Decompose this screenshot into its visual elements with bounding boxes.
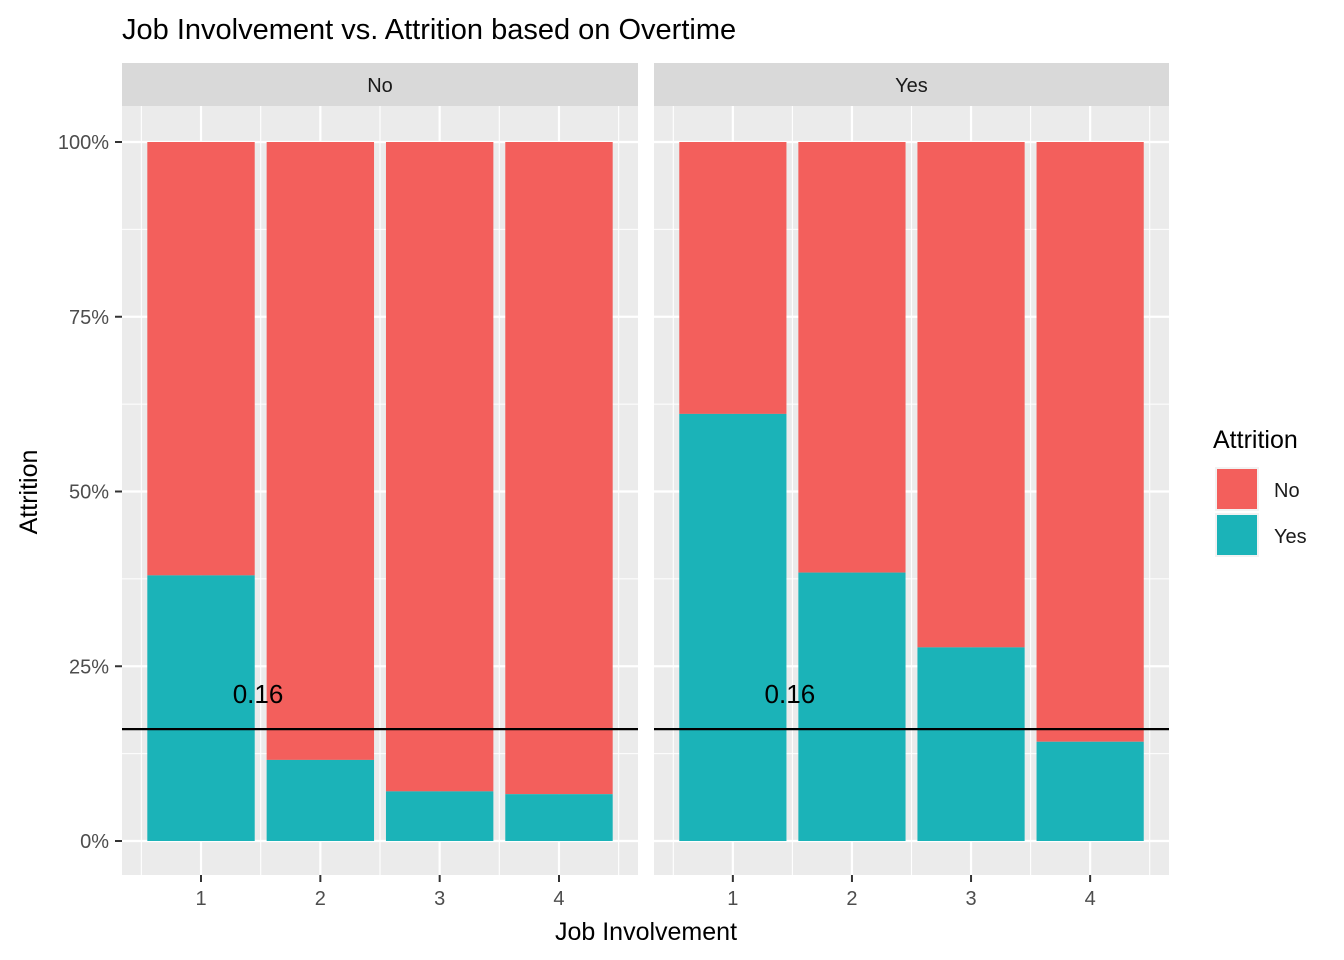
bar-yes-1	[147, 575, 255, 841]
bar-no-2	[798, 142, 906, 573]
x-axis-label: Job Involvement	[555, 918, 737, 946]
x-tick-label: 4	[553, 888, 564, 910]
x-tick-label: 1	[727, 888, 738, 910]
facet-panels: No 0.16 1 2 3 4 Yes 0.16 1 2 3 4	[122, 63, 1169, 910]
bar-yes-2	[266, 759, 375, 841]
facet-strip-label: Yes	[895, 75, 928, 97]
legend: Attrition No Yes	[1213, 426, 1307, 557]
bar-no-1	[147, 142, 255, 576]
legend-title: Attrition	[1213, 426, 1298, 454]
x-tick-label: 2	[846, 888, 857, 910]
legend-label-no: No	[1274, 480, 1300, 502]
bar-no-4	[505, 142, 613, 795]
bar-no-2	[266, 142, 375, 760]
reference-line-label: 0.16	[765, 679, 816, 709]
bar-yes-3	[385, 791, 494, 841]
y-tick-label: 100%	[58, 132, 109, 154]
x-tick-label: 4	[1085, 888, 1096, 910]
legend-key-yes	[1217, 515, 1257, 555]
y-axis-label: Attrition	[15, 450, 43, 535]
facet-panel-no: No 0.16 1 2 3 4	[122, 63, 638, 910]
x-tick-label: 2	[315, 888, 326, 910]
facet-strip	[654, 63, 1169, 106]
y-tick-label: 75%	[69, 307, 109, 329]
bar-yes-4	[1036, 741, 1144, 841]
y-tick-label: 25%	[69, 656, 109, 678]
legend-label-yes: Yes	[1274, 526, 1307, 548]
x-tick-label: 3	[965, 888, 976, 910]
y-tick-label: 0%	[80, 831, 109, 853]
x-tick-label: 3	[434, 888, 445, 910]
x-tick-label: 1	[195, 888, 206, 910]
bar-no-3	[917, 142, 1025, 648]
bar-no-4	[1036, 142, 1144, 742]
bar-yes-2	[798, 572, 906, 841]
facet-strip-label: No	[367, 75, 393, 97]
bar-yes-4	[505, 794, 613, 841]
bar-no-1	[679, 142, 787, 414]
y-axis: 0% 25% 50% 75% 100%	[58, 132, 122, 853]
y-tick-label: 50%	[69, 482, 109, 504]
bar-yes-3	[917, 647, 1025, 841]
bar-no-3	[385, 142, 494, 792]
reference-line-label: 0.16	[233, 679, 284, 709]
legend-key-no	[1217, 469, 1257, 509]
facet-panel-yes: Yes 0.16 1 2 3 4	[654, 63, 1169, 910]
bar-yes-1	[679, 413, 787, 841]
chart-title: Job Involvement vs. Attrition based on O…	[122, 14, 736, 46]
facet-strip	[122, 63, 638, 106]
